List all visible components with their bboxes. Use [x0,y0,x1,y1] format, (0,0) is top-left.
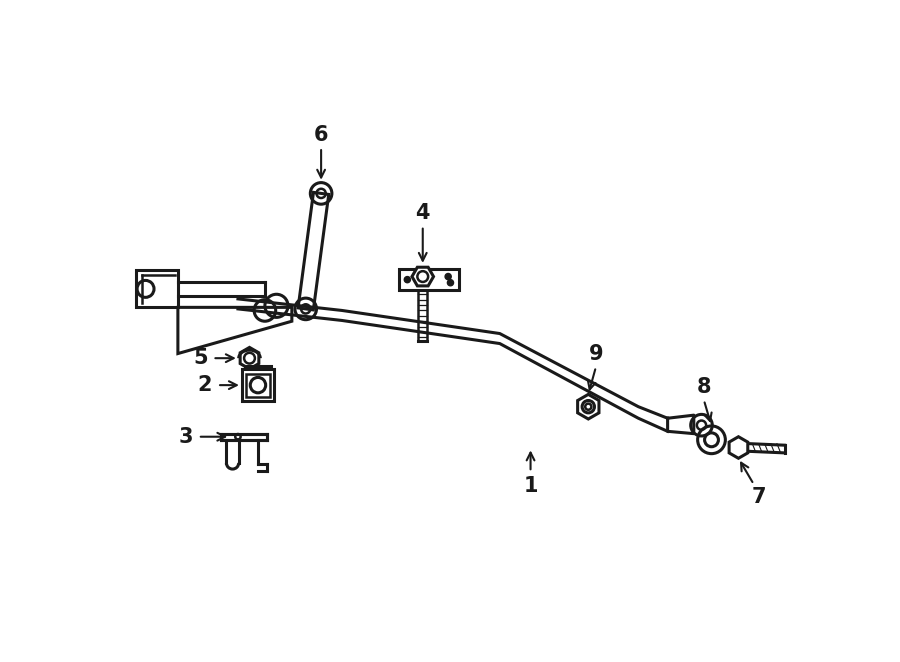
Polygon shape [412,267,434,286]
Circle shape [447,279,454,286]
Text: 7: 7 [752,487,766,507]
Polygon shape [578,395,599,419]
Polygon shape [668,415,694,434]
Text: 8: 8 [697,377,711,397]
Text: 3: 3 [178,427,193,447]
Bar [399,269,459,291]
Text: 2: 2 [198,375,212,395]
Text: 9: 9 [589,344,603,364]
Bar [136,270,178,307]
Text: 5: 5 [193,348,208,368]
Circle shape [404,277,410,283]
Text: 1: 1 [523,476,538,496]
Polygon shape [221,434,267,440]
Polygon shape [240,348,259,369]
Bar [242,369,274,401]
Polygon shape [729,437,748,458]
Text: 4: 4 [416,203,430,223]
Text: 6: 6 [314,125,328,145]
Bar [247,373,269,397]
Circle shape [446,273,451,279]
